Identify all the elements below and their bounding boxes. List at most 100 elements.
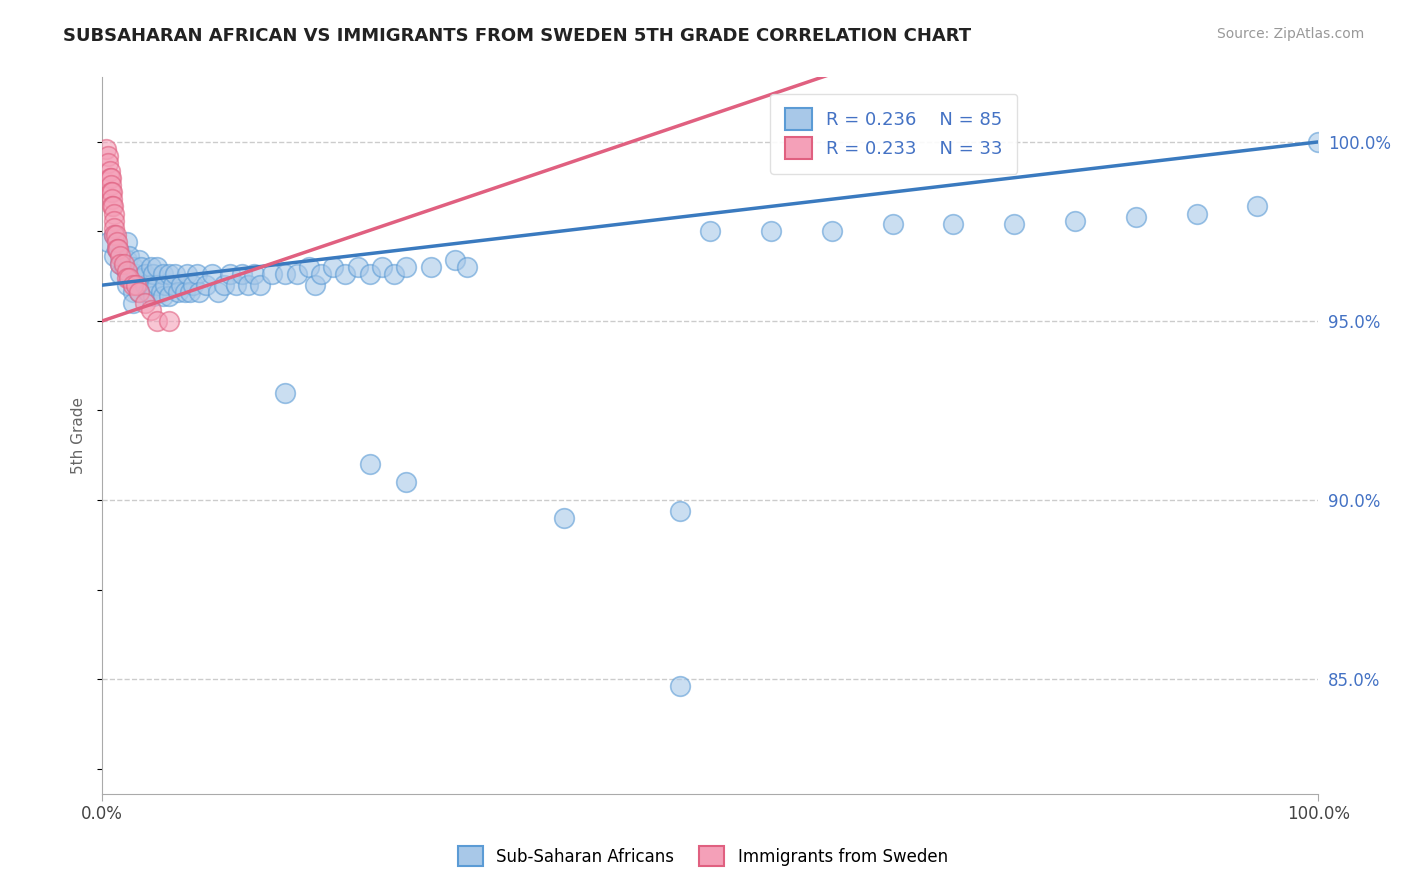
Point bbox=[395, 475, 418, 489]
Point bbox=[103, 213, 125, 227]
Point bbox=[553, 511, 575, 525]
Text: Source: ZipAtlas.com: Source: ZipAtlas.com bbox=[1216, 27, 1364, 41]
Point bbox=[194, 278, 217, 293]
Point bbox=[129, 260, 152, 275]
Point bbox=[157, 314, 180, 328]
Point bbox=[759, 224, 782, 238]
Point bbox=[456, 260, 478, 275]
Point bbox=[273, 268, 295, 282]
Point bbox=[104, 227, 127, 242]
Point bbox=[107, 243, 129, 257]
Point bbox=[157, 289, 180, 303]
Point bbox=[142, 289, 165, 303]
Point bbox=[125, 278, 148, 293]
Point bbox=[821, 224, 844, 238]
Point bbox=[1002, 217, 1025, 231]
Point bbox=[1064, 213, 1087, 227]
Point bbox=[146, 314, 169, 328]
Point bbox=[110, 250, 132, 264]
Point bbox=[162, 278, 184, 293]
Point bbox=[1125, 210, 1147, 224]
Point bbox=[1308, 135, 1330, 149]
Point bbox=[105, 243, 128, 257]
Point bbox=[298, 260, 321, 275]
Point bbox=[138, 285, 160, 300]
Point bbox=[382, 268, 405, 282]
Point bbox=[225, 278, 247, 293]
Point bbox=[186, 268, 208, 282]
Point bbox=[179, 285, 201, 300]
Point bbox=[105, 235, 128, 249]
Point bbox=[118, 250, 141, 264]
Point bbox=[110, 257, 132, 271]
Point bbox=[125, 278, 148, 293]
Point bbox=[103, 227, 125, 242]
Point bbox=[128, 285, 150, 300]
Point bbox=[115, 271, 138, 285]
Point bbox=[139, 303, 162, 318]
Point bbox=[699, 224, 721, 238]
Point bbox=[128, 253, 150, 268]
Point bbox=[134, 278, 156, 293]
Point bbox=[129, 271, 152, 285]
Point bbox=[273, 385, 295, 400]
Point bbox=[359, 457, 381, 471]
Point bbox=[110, 246, 132, 260]
Point bbox=[139, 278, 162, 293]
Point bbox=[100, 178, 122, 192]
Point bbox=[157, 268, 180, 282]
Point bbox=[98, 163, 121, 178]
Point bbox=[115, 278, 138, 293]
Legend: Sub-Saharan Africans, Immigrants from Sweden: Sub-Saharan Africans, Immigrants from Sw… bbox=[450, 838, 956, 875]
Point bbox=[100, 185, 122, 199]
Point bbox=[219, 268, 242, 282]
Point bbox=[94, 142, 117, 156]
Point bbox=[146, 260, 169, 275]
Point bbox=[97, 156, 120, 170]
Point bbox=[134, 296, 156, 310]
Point bbox=[146, 278, 169, 293]
Point bbox=[262, 268, 284, 282]
Point bbox=[121, 260, 143, 275]
Point bbox=[101, 199, 124, 213]
Point bbox=[176, 268, 198, 282]
Point bbox=[142, 268, 165, 282]
Point bbox=[103, 250, 125, 264]
Point bbox=[188, 285, 211, 300]
Point bbox=[359, 268, 381, 282]
Point bbox=[183, 278, 205, 293]
Point bbox=[304, 278, 326, 293]
Point bbox=[371, 260, 394, 275]
Point bbox=[170, 278, 193, 293]
Point bbox=[128, 285, 150, 300]
Point bbox=[165, 268, 187, 282]
Point bbox=[118, 268, 141, 282]
Point bbox=[103, 220, 125, 235]
Point bbox=[105, 243, 128, 257]
Point bbox=[166, 285, 188, 300]
Point bbox=[207, 285, 229, 300]
Point bbox=[669, 679, 692, 693]
Point bbox=[335, 268, 357, 282]
Point bbox=[249, 278, 271, 293]
Point bbox=[115, 264, 138, 278]
Point bbox=[212, 278, 235, 293]
Point bbox=[1246, 199, 1268, 213]
Point bbox=[243, 268, 266, 282]
Point bbox=[231, 268, 253, 282]
Point bbox=[419, 260, 441, 275]
Point bbox=[134, 268, 156, 282]
Point bbox=[152, 289, 174, 303]
Point bbox=[285, 268, 308, 282]
Point bbox=[155, 278, 177, 293]
Point bbox=[444, 253, 467, 268]
Point bbox=[346, 260, 368, 275]
Point bbox=[101, 192, 124, 206]
Point bbox=[149, 285, 172, 300]
Point bbox=[1185, 206, 1208, 220]
Point bbox=[115, 253, 138, 268]
Point bbox=[201, 268, 224, 282]
Point bbox=[115, 235, 138, 249]
Point bbox=[103, 227, 125, 242]
Point bbox=[101, 199, 124, 213]
